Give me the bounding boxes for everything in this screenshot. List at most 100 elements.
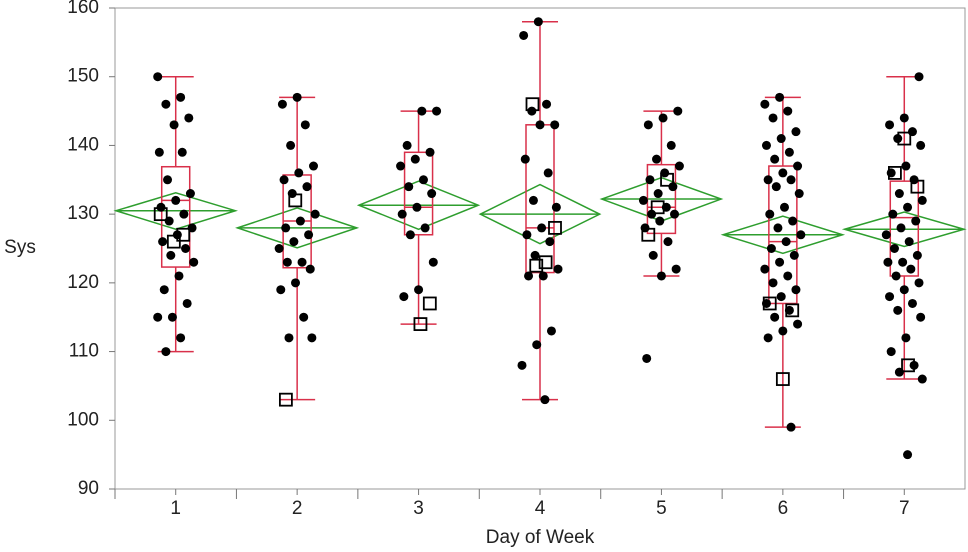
- point: [179, 209, 189, 219]
- square-point: [525, 97, 540, 112]
- point: [169, 120, 179, 130]
- point: [766, 244, 776, 253]
- point: [917, 374, 927, 384]
- point: [428, 257, 438, 267]
- point: [295, 216, 305, 226]
- point: [786, 175, 796, 185]
- point: [399, 292, 409, 302]
- point: [896, 223, 906, 233]
- point: [899, 285, 909, 295]
- point: [889, 244, 899, 253]
- point: [181, 244, 191, 253]
- point: [791, 285, 801, 295]
- point: [655, 216, 665, 226]
- square-point: [538, 255, 553, 270]
- point: [914, 72, 924, 82]
- square-point: [288, 193, 303, 208]
- point: [524, 271, 534, 281]
- point: [427, 189, 437, 199]
- point: [418, 175, 428, 185]
- square-point: [660, 172, 674, 187]
- point: [163, 175, 173, 185]
- point: [783, 106, 793, 116]
- point: [789, 250, 799, 260]
- point: [645, 175, 655, 185]
- point: [770, 154, 780, 164]
- x-tick-label: 1: [170, 498, 181, 519]
- point: [154, 147, 164, 157]
- point: [420, 223, 430, 233]
- point: [551, 202, 561, 212]
- square-point: [166, 234, 181, 249]
- point: [775, 92, 785, 102]
- point: [901, 161, 911, 171]
- point: [182, 298, 192, 308]
- point: [898, 257, 908, 267]
- point: [784, 305, 794, 315]
- square-point: [413, 317, 428, 331]
- point: [760, 99, 770, 109]
- x-tick-label: 2: [292, 498, 303, 519]
- point: [294, 168, 304, 178]
- point: [542, 99, 552, 109]
- point: [888, 209, 898, 219]
- point: [397, 209, 407, 219]
- x-tick-label: 4: [535, 498, 546, 519]
- point: [671, 264, 681, 274]
- point: [885, 120, 895, 130]
- point: [432, 106, 442, 116]
- point: [540, 395, 550, 405]
- point: [167, 312, 177, 322]
- point: [292, 92, 302, 102]
- point: [765, 209, 775, 219]
- square-point: [278, 392, 293, 407]
- point: [530, 250, 540, 260]
- point: [899, 113, 909, 123]
- point: [763, 175, 773, 185]
- point: [784, 147, 794, 157]
- point: [289, 237, 299, 247]
- x-tick-label: 5: [656, 498, 667, 519]
- point: [177, 147, 187, 157]
- point: [907, 298, 917, 308]
- point: [775, 257, 785, 267]
- point: [881, 230, 891, 240]
- point: [297, 257, 307, 267]
- point: [791, 127, 801, 137]
- point: [776, 292, 786, 302]
- point: [535, 120, 545, 130]
- point: [176, 333, 186, 343]
- point: [553, 264, 563, 274]
- point: [302, 182, 312, 192]
- point: [305, 264, 315, 274]
- y-tick-label: 90: [78, 478, 99, 499]
- point: [532, 340, 542, 350]
- square-point: [548, 220, 562, 235]
- y-tick-label: 160: [67, 0, 99, 18]
- point: [537, 223, 547, 233]
- point: [771, 182, 781, 192]
- point: [307, 333, 317, 343]
- point: [522, 230, 532, 240]
- point: [788, 216, 798, 226]
- point: [274, 244, 284, 253]
- square-point: [153, 207, 168, 222]
- point: [538, 271, 548, 281]
- point: [153, 72, 163, 82]
- square-point: [888, 166, 902, 180]
- square-point: [897, 131, 912, 146]
- point: [300, 120, 310, 130]
- point: [904, 237, 914, 247]
- point: [776, 134, 786, 144]
- point: [911, 216, 921, 226]
- y-axis-label: Sys: [4, 237, 36, 258]
- point: [166, 250, 176, 260]
- point: [891, 271, 901, 281]
- point: [670, 209, 680, 219]
- point: [185, 189, 195, 199]
- x-tick-label: 6: [778, 498, 789, 519]
- square-point: [422, 296, 437, 311]
- point: [299, 312, 309, 322]
- point: [412, 202, 422, 212]
- point: [666, 140, 676, 150]
